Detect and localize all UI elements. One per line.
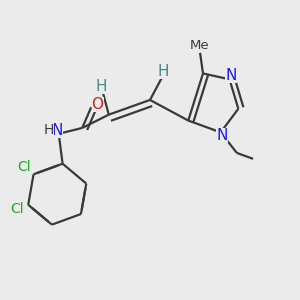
Text: H: H	[96, 79, 107, 94]
Text: N: N	[52, 123, 63, 138]
Text: N: N	[217, 128, 228, 143]
Text: Cl: Cl	[10, 202, 24, 216]
Text: Me: Me	[190, 39, 210, 52]
Text: H: H	[43, 123, 54, 137]
Text: O: O	[92, 97, 104, 112]
Text: H: H	[158, 64, 169, 79]
Text: N: N	[225, 68, 237, 83]
Text: Cl: Cl	[18, 160, 32, 174]
